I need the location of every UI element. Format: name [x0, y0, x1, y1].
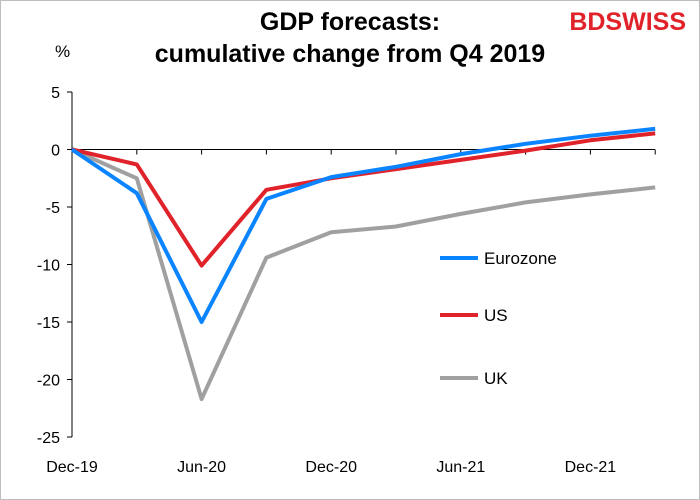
- chart-title-line-1: GDP forecasts:: [259, 8, 441, 36]
- x-tick-label: Jun-20: [177, 459, 226, 476]
- legend-label-us: US: [484, 306, 508, 325]
- y-axis-unit-label: %: [55, 42, 71, 61]
- y-axis-ticks: 5 0 -5 -10 -15 -20 -25: [37, 85, 72, 447]
- brand-logo-part-1: BD: [569, 8, 606, 36]
- y-tick-label: -20: [37, 373, 60, 390]
- chart-title-line-2: cumulative change from Q4 2019: [154, 40, 546, 68]
- y-tick-label: -10: [37, 258, 60, 275]
- x-tick-label: Dec-21: [565, 459, 617, 476]
- y-tick-label: -15: [37, 315, 60, 332]
- y-tick-label: -5: [46, 200, 60, 217]
- x-tick-label: Dec-19: [46, 459, 98, 476]
- legend-label-eurozone: Eurozone: [484, 249, 557, 268]
- y-tick-label: 0: [51, 143, 60, 160]
- chart-title: GDP forecasts: cumulative change from Q4…: [0, 6, 700, 70]
- y-tick-label: -25: [37, 430, 60, 447]
- brand-logo: BDSWISS: [569, 8, 686, 36]
- series-line-uk: [71, 147, 656, 402]
- chart-series: [70, 126, 656, 402]
- x-tick-label: Jun-21: [436, 459, 485, 476]
- x-axis-ticks: Dec-19 Jun-20 Dec-20 Jun-21 Dec-21: [46, 149, 656, 476]
- series-line-us: [71, 131, 656, 268]
- legend-label-uk: UK: [484, 369, 508, 388]
- x-tick-label: Dec-20: [305, 459, 357, 476]
- series-line-eurozone: [70, 126, 656, 324]
- brand-logo-part-2: SWISS: [605, 8, 686, 36]
- y-tick-label: 5: [51, 85, 60, 102]
- chart-legend: Eurozone US UK: [440, 249, 557, 388]
